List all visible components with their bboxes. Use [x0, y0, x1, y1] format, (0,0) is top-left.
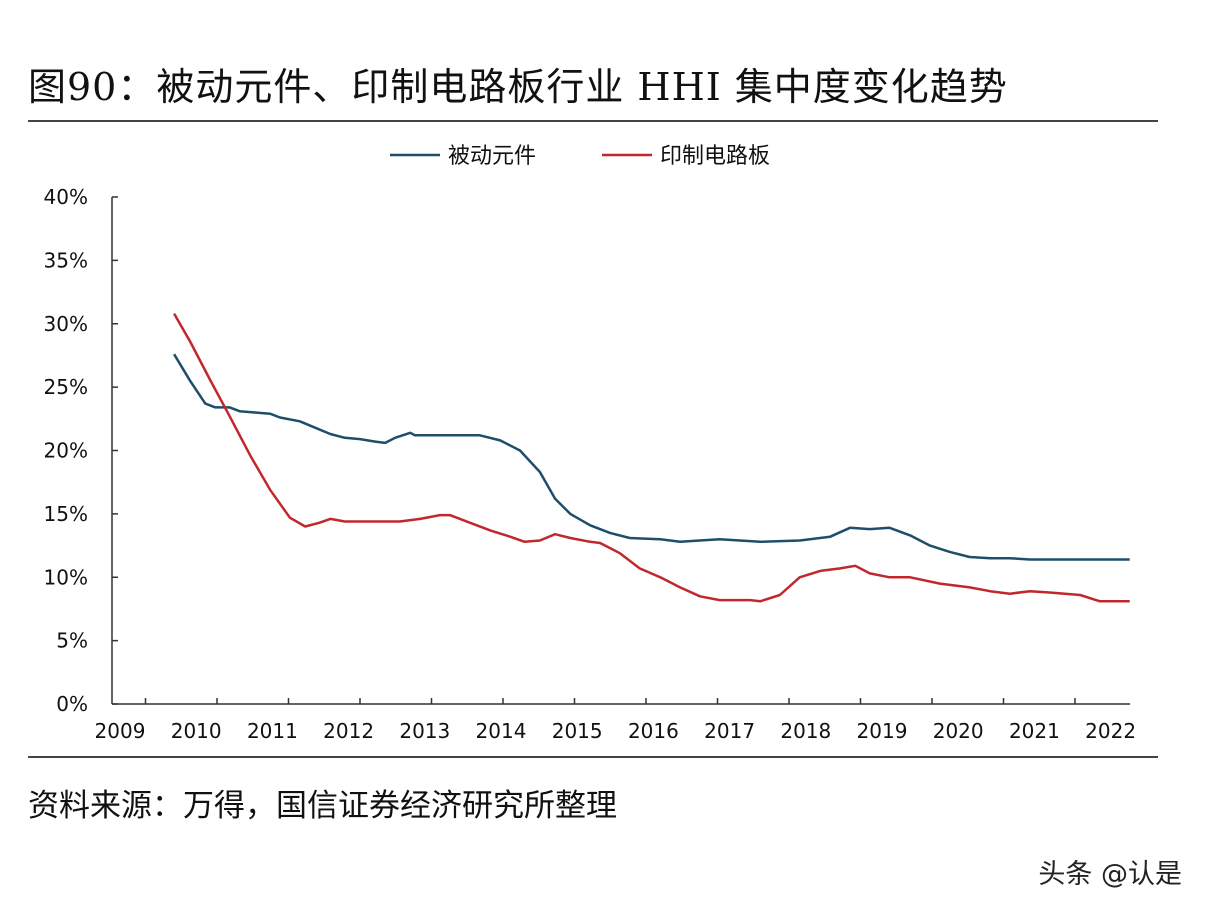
x-tick-label: 2019: [857, 719, 908, 743]
x-tick-label: 2014: [476, 719, 527, 743]
y-tick-label: 0%: [56, 692, 88, 716]
figure-title: 图90：被动元件、印制电路板行业 HHI 集中度变化趋势: [28, 65, 1008, 109]
source-divider: [28, 756, 1158, 758]
x-tick-label: 2012: [323, 719, 374, 743]
series-line-2: [173, 312, 1130, 603]
legend-label: 印制电路板: [660, 144, 770, 169]
y-tick-label: 30%: [44, 312, 88, 336]
legend-label: 被动元件: [448, 144, 536, 169]
x-tick-label: 2017: [704, 719, 755, 743]
axes: 0% 5% 10% 15% 20% 25% 30% 35% 40% 2009 2010 2011 201…: [44, 185, 1137, 743]
x-tick-label: 2009: [95, 719, 146, 743]
x-tick-label: 2020: [933, 719, 984, 743]
x-tick-label: 2013: [399, 719, 450, 743]
x-tick-label: 2015: [552, 719, 603, 743]
y-tick-label: 20%: [44, 439, 88, 463]
y-tick-label: 15%: [44, 502, 88, 526]
watermark: 头条 @认是: [1038, 859, 1182, 890]
x-tick-label: 2016: [628, 719, 679, 743]
x-tick-label: 2010: [171, 719, 222, 743]
y-tick-label: 25%: [44, 375, 88, 399]
y-tick-label: 35%: [44, 248, 88, 272]
series-lines: [173, 312, 1130, 603]
y-tick-label: 5%: [56, 629, 88, 653]
x-tick-label: 2021: [1009, 719, 1060, 743]
y-tick-label: 10%: [44, 565, 88, 589]
series-line-1: [173, 353, 1130, 561]
source-note: 资料来源：万得，国信证券经济研究所整理: [28, 788, 617, 824]
x-tick-label: 2011: [247, 719, 298, 743]
y-tick-label: 40%: [44, 185, 88, 209]
x-tick-label: 2022: [1085, 719, 1136, 743]
title-divider: [28, 120, 1158, 122]
legend: 被动元件 印制电路板: [390, 144, 770, 169]
x-tick-label: 2018: [780, 719, 831, 743]
